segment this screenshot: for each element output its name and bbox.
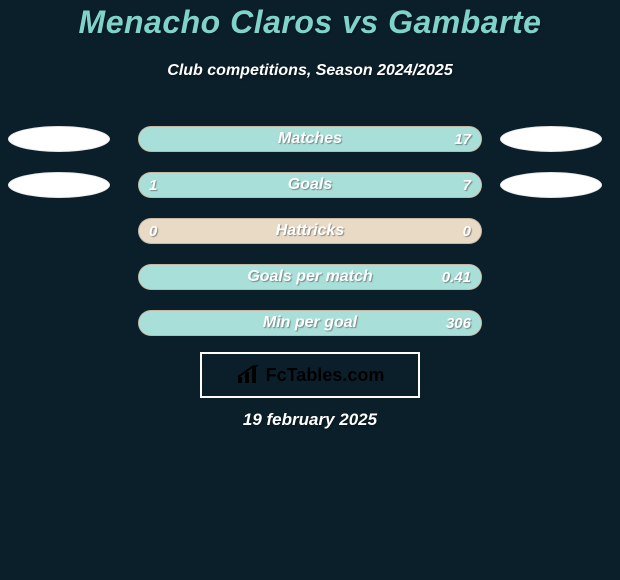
stat-row: Matches17 <box>138 126 482 152</box>
stat-value-right: 7 <box>463 173 471 197</box>
player-badge-left <box>8 172 110 198</box>
comparison-title-text: Menacho Claros vs Gambarte <box>79 4 542 40</box>
stat-fill-left <box>139 173 197 197</box>
stat-row: Goals per match0.41 <box>138 264 482 290</box>
snapshot-date: 19 february 2025 <box>0 410 620 430</box>
snapshot-date-text: 19 february 2025 <box>243 410 377 429</box>
stat-fill-right <box>139 127 481 151</box>
stat-row: Min per goal306 <box>138 310 482 336</box>
player-badge-right <box>500 126 602 152</box>
player-badge-left <box>8 126 110 152</box>
bar-chart-icon <box>236 365 260 385</box>
stat-label: Hattricks <box>139 219 481 243</box>
stat-value-right: 0 <box>463 219 471 243</box>
source-logo: FcTables.com <box>200 352 420 398</box>
season-subtitle-text: Club competitions, Season 2024/2025 <box>167 62 452 79</box>
season-subtitle: Club competitions, Season 2024/2025 <box>0 62 620 80</box>
stat-value-right: 0.41 <box>442 265 471 289</box>
player-badge-right <box>500 172 602 198</box>
stat-fill-right <box>139 265 481 289</box>
comparison-title: Menacho Claros vs Gambarte <box>0 4 620 41</box>
stat-row: Goals17 <box>138 172 482 198</box>
stat-fill-right <box>139 311 481 335</box>
stat-row: Hattricks0 0 <box>138 218 482 244</box>
stat-value-right: 17 <box>454 127 471 151</box>
stat-fill-right <box>197 173 481 197</box>
source-logo-text: FcTables.com <box>266 365 385 386</box>
stat-value-left: 0 <box>149 219 157 243</box>
stat-value-left: 1 <box>149 173 157 197</box>
stat-value-right: 306 <box>446 311 471 335</box>
